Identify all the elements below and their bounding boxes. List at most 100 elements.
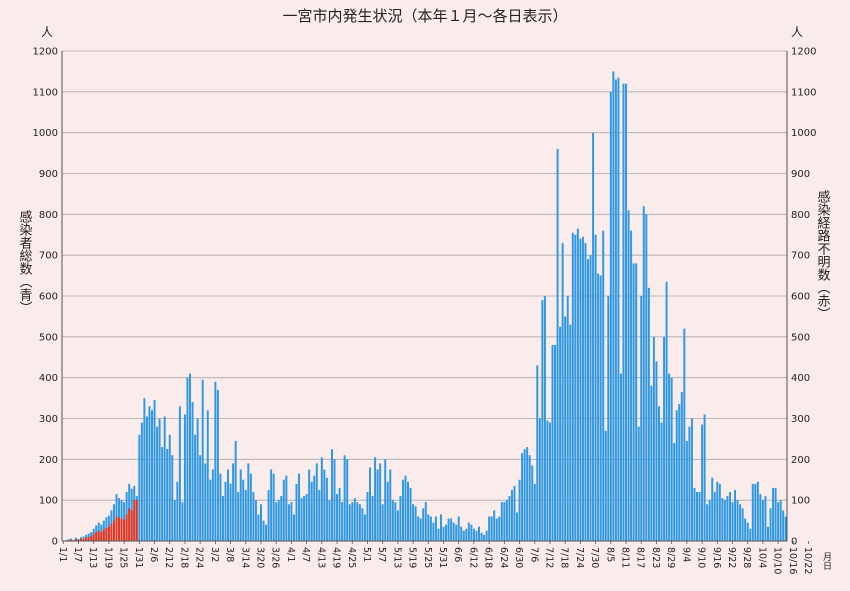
total-cases-bar <box>766 526 769 541</box>
left-y-tick-label: 100 <box>39 496 58 507</box>
total-cases-bar <box>614 79 617 541</box>
total-cases-bar <box>209 479 212 541</box>
x-tick-label: 6/18 <box>483 547 494 568</box>
left-y-tick-label: 1000 <box>33 128 58 139</box>
total-cases-bar <box>351 502 354 541</box>
total-cases-bar <box>295 483 298 541</box>
gridlines <box>62 50 787 501</box>
total-cases-bars <box>62 71 787 542</box>
x-tick-label: 2/18 <box>178 547 189 568</box>
total-cases-bar <box>252 492 255 541</box>
total-cases-bar <box>754 483 757 541</box>
total-cases-bar <box>690 418 693 541</box>
total-cases-bar <box>571 232 574 542</box>
total-cases-bar <box>723 500 726 541</box>
x-tick-label: 10/4 <box>756 547 767 568</box>
total-cases-bar <box>151 410 153 541</box>
total-cases-bar <box>280 496 283 541</box>
total-cases-bar <box>371 496 374 541</box>
total-cases-bar <box>356 502 359 541</box>
total-cases-bar <box>292 514 295 541</box>
total-cases-bar <box>437 528 440 541</box>
x-tick-label: 5/1 <box>361 547 372 562</box>
total-cases-bar <box>244 489 247 541</box>
total-cases-bar <box>711 477 714 541</box>
total-cases-bar <box>657 406 660 541</box>
unknown-route-bars <box>64 500 138 541</box>
total-cases-bar <box>531 465 534 541</box>
total-cases-bar <box>358 504 361 541</box>
total-cases-bar <box>237 492 240 541</box>
total-cases-bar <box>343 455 346 541</box>
total-cases-bar <box>589 255 592 541</box>
total-cases-bar <box>592 132 595 541</box>
total-cases-bar <box>559 326 562 541</box>
x-tick-label: 6/12 <box>467 547 478 568</box>
x-tick-label: 9/4 <box>680 547 691 562</box>
total-cases-bar <box>232 463 235 541</box>
x-tick-label: 6/6 <box>452 547 463 562</box>
unknown-route-bar <box>118 517 121 541</box>
total-cases-bar <box>455 524 458 541</box>
total-cases-bar <box>759 494 762 541</box>
total-cases-bar <box>731 502 734 541</box>
unknown-route-bar <box>110 523 113 541</box>
total-cases-bar <box>277 500 280 541</box>
total-cases-bar <box>769 508 772 541</box>
total-cases-bar <box>323 469 326 541</box>
total-cases-bar <box>645 214 648 542</box>
total-cases-bar <box>518 479 521 541</box>
x-tick-label: 8/5 <box>604 547 615 562</box>
right-y-tick-label: 100 <box>791 496 810 507</box>
total-cases-bar <box>310 481 313 541</box>
x-tick-label: 8/29 <box>665 547 676 568</box>
total-cases-bar <box>632 263 635 541</box>
unknown-route-bar <box>95 532 98 541</box>
total-cases-bar <box>163 416 166 541</box>
total-cases-bar <box>247 463 250 541</box>
total-cases-bar <box>513 485 516 541</box>
total-cases-bar <box>178 406 181 541</box>
total-cases-bar <box>298 473 301 541</box>
total-cases-bar <box>407 481 410 541</box>
total-cases-bar <box>528 455 531 541</box>
right-y-tick-label: 1200 <box>791 47 816 58</box>
total-cases-bar <box>439 514 442 541</box>
total-cases-bar <box>171 455 174 541</box>
x-tick-label: 9/16 <box>711 547 722 568</box>
total-cases-bar <box>728 492 731 541</box>
unknown-route-bar <box>115 516 118 541</box>
total-cases-bar <box>574 234 577 541</box>
total-cases-bar <box>216 389 219 541</box>
total-cases-bar <box>698 492 701 541</box>
total-cases-bar <box>201 379 204 541</box>
total-cases-bar <box>462 530 465 541</box>
total-cases-bar <box>579 238 582 542</box>
x-tick-label: 3/2 <box>209 547 220 562</box>
left-y-tick-label: 400 <box>39 373 58 384</box>
total-cases-bar <box>490 516 493 541</box>
total-cases-bar <box>480 532 483 541</box>
total-cases-bar <box>749 528 752 541</box>
total-cases-bar <box>394 502 397 541</box>
x-tick-label: 5/25 <box>422 547 433 568</box>
total-cases-bar <box>782 510 785 541</box>
total-cases-bar <box>181 502 184 541</box>
total-cases-bar <box>303 496 306 541</box>
total-cases-bar <box>465 528 468 541</box>
total-cases-bar <box>604 430 607 541</box>
total-cases-bar <box>254 500 257 541</box>
total-cases-bar <box>678 404 681 541</box>
total-cases-bar <box>675 410 678 541</box>
total-cases-bar <box>424 502 427 541</box>
total-cases-bar <box>328 500 331 541</box>
right-y-tick-label: 800 <box>791 210 810 221</box>
x-tick-label: 7/18 <box>559 547 570 568</box>
right-y-tick-label: 300 <box>791 414 810 425</box>
total-cases-bar <box>138 434 141 541</box>
total-cases-bar <box>548 422 551 541</box>
total-cases-bar <box>267 489 270 541</box>
total-cases-bar <box>713 492 716 541</box>
total-cases-bar <box>761 500 764 541</box>
